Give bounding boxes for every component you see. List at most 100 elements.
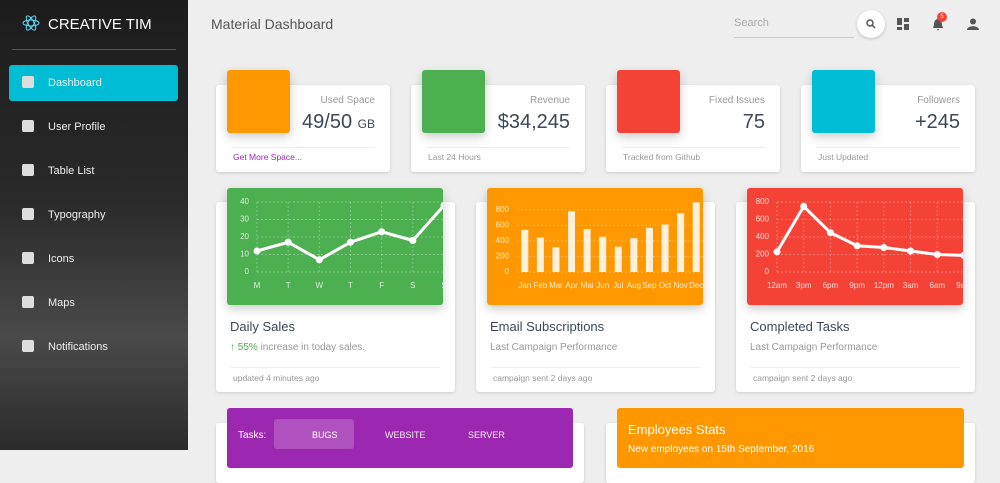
chart-header: 0 200 400 600 800 12am 3pm 6pm 9pm 12pm 3am 6am 9am bbox=[747, 188, 972, 305]
nav-item[interactable]: Table List bbox=[9, 153, 178, 189]
x-tick-label: 3am bbox=[903, 281, 919, 290]
tasks-card: Tasks: BUGS WEBSITE SERVER bbox=[216, 408, 584, 483]
x-tick-label: 9am bbox=[956, 281, 963, 290]
point bbox=[826, 229, 834, 237]
bar bbox=[583, 228, 591, 272]
tab-active[interactable] bbox=[274, 419, 354, 449]
x-tick-label: M bbox=[254, 281, 261, 290]
stat-value: $34,245 bbox=[498, 111, 570, 134]
y-tick-label: 0 bbox=[245, 267, 250, 276]
divider bbox=[491, 367, 700, 368]
bar bbox=[568, 211, 576, 272]
bar bbox=[692, 202, 700, 272]
nav-item[interactable]: Dashboard bbox=[9, 65, 178, 101]
nav-item[interactable]: User Profile bbox=[9, 109, 178, 145]
search-input[interactable]: Search bbox=[734, 17, 854, 38]
chart-subtitle: Last Campaign Performance bbox=[490, 342, 617, 353]
chart-footer: campaign sent 2 days ago bbox=[753, 373, 853, 383]
stat-icon-box bbox=[227, 70, 290, 133]
chart: 0 10 20 30 40 M T W T F S S bbox=[240, 197, 448, 290]
y-tick-label: 200 bbox=[496, 252, 510, 261]
x-tick-label: Sep bbox=[642, 281, 657, 290]
nav-label: Notifications bbox=[48, 341, 108, 353]
y-tick-label: 800 bbox=[496, 205, 510, 214]
chart-footer: updated 4 minutes ago bbox=[233, 373, 320, 383]
x-tick-label: Nov bbox=[674, 281, 688, 290]
x-tick-label: 6pm bbox=[823, 281, 839, 290]
page: CREATIVE TIM Dashboard User Profile Table … bbox=[0, 0, 979, 483]
chart: 0 200 400 600 800 12am 3pm 6pm 9pm 12pm 3am 6am 9am bbox=[756, 197, 972, 290]
chart-subtitle: ↑ 55% increase in today sales. bbox=[230, 342, 365, 353]
y-tick-label: 800 bbox=[756, 197, 770, 206]
nav-item[interactable]: Maps bbox=[9, 285, 178, 321]
x-tick-label: 12am bbox=[767, 281, 787, 290]
y-tick-label: 40 bbox=[240, 197, 249, 206]
divider bbox=[12, 49, 176, 50]
bar bbox=[630, 238, 638, 272]
y-tick-label: 200 bbox=[756, 250, 770, 259]
chart-header: 0 10 20 30 40 M T W T F S S bbox=[227, 188, 448, 305]
chart-card: 0 200 400 600 800 Jan Feb Mar Apr Mai Jun Jul Aug Sep… bbox=[476, 188, 715, 392]
y-tick-label: 600 bbox=[496, 220, 510, 229]
x-tick-label: T bbox=[286, 281, 291, 290]
page-title: Material Dashboard bbox=[211, 16, 334, 32]
chart-card: 0 10 20 30 40 M T W T F S S Daily Sales ↑ 55% increas… bbox=[216, 188, 455, 392]
bar bbox=[536, 237, 544, 272]
stat-title: Used Space bbox=[320, 95, 375, 106]
x-tick-label: Mai bbox=[581, 281, 594, 290]
divider bbox=[816, 147, 960, 148]
stat-card: Followers +245 Just Updated bbox=[801, 70, 975, 172]
x-tick-label: 6am bbox=[930, 281, 946, 290]
stat-unit: GB bbox=[357, 117, 375, 131]
chart-card: 0 200 400 600 800 12am 3pm 6pm 9pm 12pm 3am 6am 9am C… bbox=[736, 188, 975, 392]
divider bbox=[231, 147, 375, 148]
x-tick-label: Apr bbox=[565, 281, 578, 290]
stat-footer: Tracked from Github bbox=[623, 152, 701, 162]
tasks-label: Tasks: bbox=[238, 430, 267, 441]
point bbox=[880, 244, 888, 251]
nav-icon bbox=[22, 252, 34, 264]
y-tick-label: 0 bbox=[765, 267, 770, 276]
divider bbox=[751, 367, 960, 368]
tab[interactable]: WEBSITE bbox=[385, 430, 426, 440]
notification-icon[interactable] bbox=[932, 18, 944, 31]
nav-icon bbox=[22, 76, 34, 88]
stat-card: Fixed Issues 75 Tracked from Github bbox=[606, 70, 780, 172]
nav-icon bbox=[22, 164, 34, 176]
x-tick-label: 3pm bbox=[796, 281, 812, 290]
y-tick-label: 0 bbox=[505, 267, 510, 276]
y-tick-label: 10 bbox=[240, 250, 249, 259]
x-tick-label: Jan bbox=[518, 281, 531, 290]
point bbox=[933, 251, 941, 258]
chart-title: Daily Sales bbox=[230, 319, 296, 334]
nav-item[interactable]: Notifications bbox=[9, 329, 178, 365]
change-value: 55% bbox=[237, 342, 258, 353]
nav-item[interactable]: Icons bbox=[9, 241, 178, 277]
x-tick-label: Jul bbox=[613, 281, 623, 290]
nav-label: Icons bbox=[48, 253, 75, 265]
chart-title: Completed Tasks bbox=[750, 319, 850, 334]
nav-icon bbox=[22, 208, 34, 220]
search-button[interactable] bbox=[857, 10, 885, 38]
nav-label: Table List bbox=[48, 165, 95, 177]
user-icon[interactable] bbox=[967, 18, 979, 30]
point bbox=[284, 238, 292, 246]
chart-header: 0 200 400 600 800 Jan Feb Mar Apr Mai Jun Jul Aug Sep… bbox=[487, 188, 704, 305]
point bbox=[253, 247, 261, 255]
nav-label: Maps bbox=[48, 297, 75, 309]
nav-item[interactable]: Typography bbox=[9, 197, 178, 233]
divider bbox=[231, 367, 440, 368]
employees-header: Employees Stats New employees on 15th Se… bbox=[617, 408, 964, 468]
dashboard-icon[interactable] bbox=[897, 18, 909, 30]
point bbox=[378, 228, 386, 236]
brand: CREATIVE TIM bbox=[48, 16, 152, 33]
x-tick-label: S bbox=[410, 281, 415, 290]
tab[interactable]: SERVER bbox=[468, 430, 505, 440]
nav-label: Typography bbox=[48, 209, 106, 221]
x-tick-label: Jun bbox=[596, 281, 609, 290]
x-tick-label: Dec bbox=[689, 281, 703, 290]
tab[interactable]: BUGS bbox=[312, 430, 338, 440]
change-arrow-icon: ↑ bbox=[230, 342, 238, 353]
bar bbox=[677, 213, 685, 272]
x-tick-label: Mar bbox=[549, 281, 563, 290]
